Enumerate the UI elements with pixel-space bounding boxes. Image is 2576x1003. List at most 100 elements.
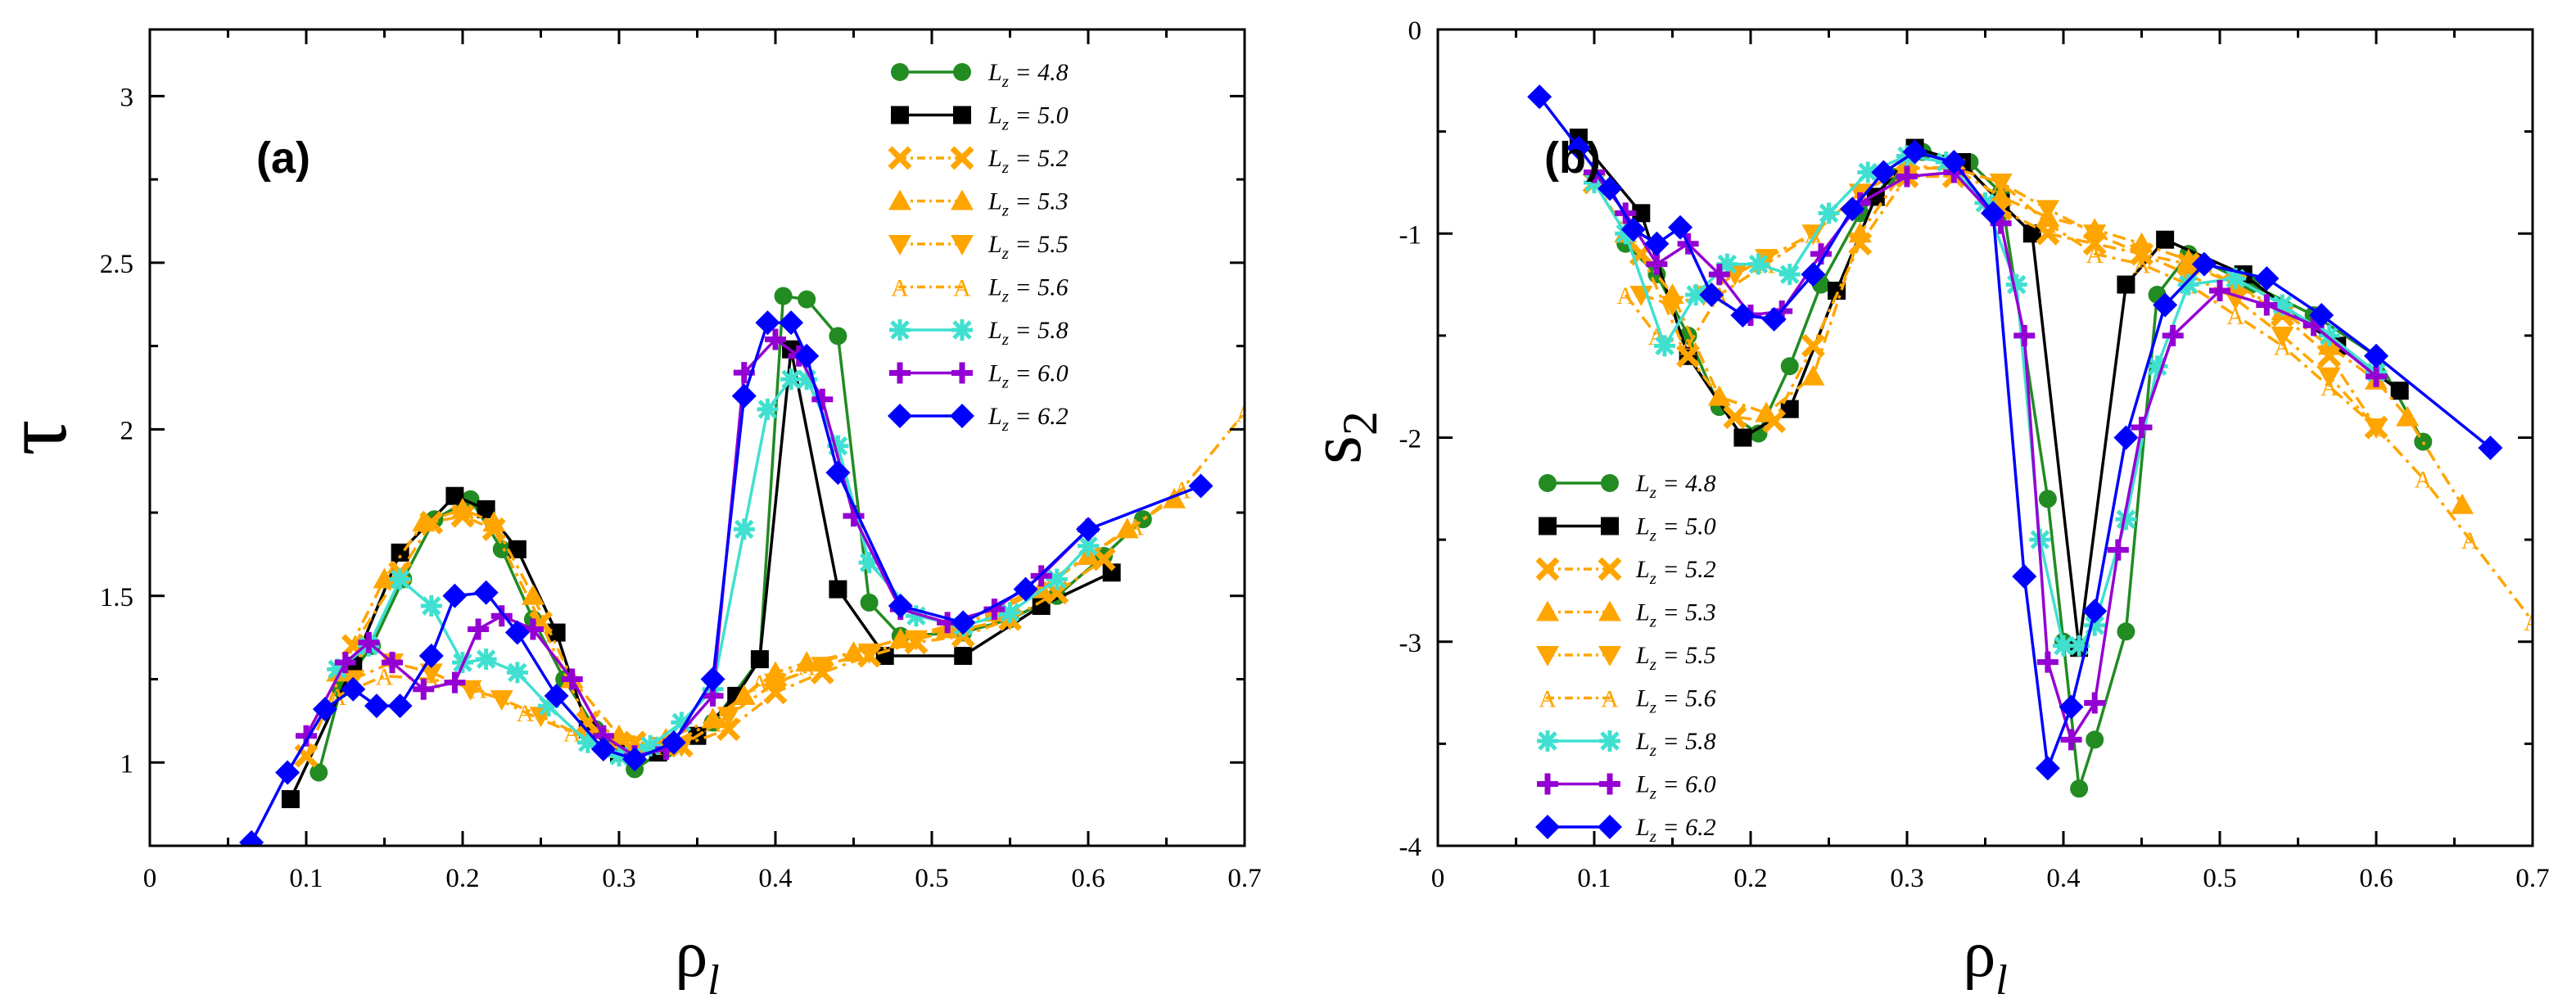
data-point xyxy=(275,760,301,785)
data-point xyxy=(387,694,413,719)
legend-label-value: = 6.0 xyxy=(1009,360,1069,387)
legend-label-sub: z xyxy=(1001,373,1009,392)
data-point xyxy=(794,343,820,368)
data-point xyxy=(590,736,616,761)
legend-label: Lz = 5.3 xyxy=(987,188,1069,220)
legend-marker xyxy=(1535,557,1560,581)
data-point xyxy=(2396,405,2420,427)
data-point xyxy=(954,647,973,666)
data-point xyxy=(2256,294,2278,316)
legend-marker xyxy=(888,146,912,170)
data-point xyxy=(418,644,444,669)
x-axis-label-sub: l xyxy=(1995,957,2007,999)
data-point xyxy=(798,290,816,309)
legend-label: Lz = 5.8 xyxy=(1635,728,1716,760)
legend-label-sub: z xyxy=(1001,243,1009,263)
data-point xyxy=(827,435,849,457)
data-point: A xyxy=(2039,211,2057,238)
legend-label-prefix: L xyxy=(1635,814,1650,841)
legend-marker xyxy=(1535,815,1560,839)
data-point: A xyxy=(563,721,581,748)
data-point xyxy=(750,650,769,669)
legend-label-sub: z xyxy=(1001,115,1009,134)
legend-label-value: = 5.8 xyxy=(1656,728,1716,755)
data-point xyxy=(1632,204,1651,223)
y-tick-label: 2.5 xyxy=(100,250,133,279)
data-point xyxy=(2390,382,2409,400)
data-point xyxy=(445,486,464,505)
data-point xyxy=(1801,364,1825,386)
data-point xyxy=(2035,756,2060,781)
legend-label-value: = 5.3 xyxy=(1009,188,1069,215)
data-point: A xyxy=(2086,242,2104,269)
x-tick-label: 0.7 xyxy=(1227,864,1261,893)
legend-item: Lz = 5.8 xyxy=(889,317,1069,349)
data-point xyxy=(389,568,411,590)
data-point xyxy=(2012,563,2037,589)
legend-label-value: = 5.6 xyxy=(1656,685,1716,712)
series-line xyxy=(337,411,1245,751)
data-point: A xyxy=(1616,282,1634,309)
legend-label-prefix: L xyxy=(987,274,1002,301)
x-tick-label: 0.1 xyxy=(1577,864,1611,893)
chart-b: AAAAAAAAAAAAAAAAAAAAA00.10.20.30.40.50.6… xyxy=(1295,16,2550,1003)
legend-label-prefix: L xyxy=(1635,470,1650,497)
x-tick-label: 0.5 xyxy=(915,864,948,893)
data-point xyxy=(774,287,793,305)
data-point xyxy=(732,684,756,705)
data-point xyxy=(700,666,725,692)
data-point: A xyxy=(376,663,394,690)
data-point xyxy=(2113,425,2139,450)
legend-item: Lz = 5.2 xyxy=(1535,556,1716,588)
series-6 xyxy=(327,368,1099,767)
legend-marker: A xyxy=(891,275,909,302)
data-point xyxy=(608,745,630,767)
data-point xyxy=(2318,324,2340,346)
legend-marker xyxy=(1598,557,1622,581)
data-point xyxy=(504,620,530,645)
legend-label-value: = 5.5 xyxy=(1656,642,1716,669)
data-point xyxy=(2451,493,2474,514)
data-point xyxy=(1584,161,1605,183)
data-point xyxy=(538,695,560,717)
data-point xyxy=(1685,284,1707,306)
legend-item: Lz = 5.0 xyxy=(891,102,1069,134)
data-point xyxy=(2131,417,2153,439)
data-point xyxy=(1708,264,1730,286)
legend-item: A A Lz = 5.6 xyxy=(891,274,1068,306)
data-point: A xyxy=(1992,170,2010,197)
legend-label-sub: z xyxy=(1001,415,1009,435)
data-point xyxy=(358,631,380,653)
legend-label: Lz = 4.8 xyxy=(987,59,1069,91)
x-tick-label: 0.6 xyxy=(2359,864,2393,893)
legend-label-value: = 5.2 xyxy=(1009,145,1069,172)
data-point xyxy=(364,694,389,719)
data-point xyxy=(1644,231,1670,256)
legend-marker xyxy=(953,106,971,124)
legend-marker xyxy=(888,189,911,210)
y-axis-label-main: s xyxy=(1295,436,1376,464)
legend-label-prefix: L xyxy=(987,403,1002,430)
data-point xyxy=(2271,326,2294,347)
data-point xyxy=(334,652,356,674)
data-point xyxy=(1733,428,1752,447)
x-axis-label-sub: l xyxy=(707,957,719,999)
legend-item: Lz = 4.8 xyxy=(1539,470,1716,502)
legend-marker xyxy=(891,106,909,124)
data-point xyxy=(1046,568,1068,590)
data-point xyxy=(1102,563,1121,582)
data-point xyxy=(492,540,511,558)
x-tick-label: 0.5 xyxy=(2203,864,2236,893)
data-point xyxy=(905,605,927,627)
legend-label-prefix: L xyxy=(987,59,1002,86)
data-point xyxy=(2271,294,2294,316)
legend-marker xyxy=(1537,773,1558,795)
x-tick-label: 0.6 xyxy=(1071,864,1105,893)
legend-item: Lz = 5.5 xyxy=(888,231,1069,263)
data-point xyxy=(442,583,468,608)
legend-item: Lz = 6.2 xyxy=(1535,814,1716,846)
data-point xyxy=(951,610,976,635)
legend-label: Lz = 5.0 xyxy=(987,102,1069,134)
legend-label: Lz = 5.2 xyxy=(1635,556,1716,588)
legend-label-sub: z xyxy=(1649,740,1656,760)
